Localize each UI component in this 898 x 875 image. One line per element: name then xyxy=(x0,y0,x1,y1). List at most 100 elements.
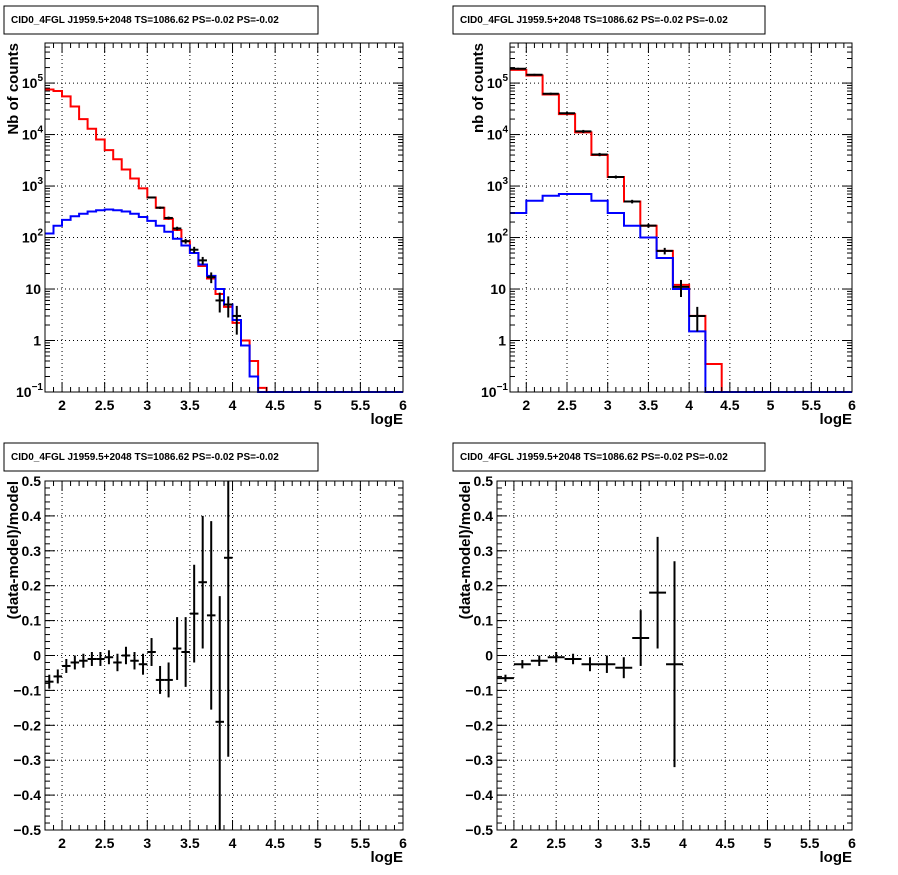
data-point xyxy=(215,596,224,830)
y-tick-label: −0.4 xyxy=(465,787,493,803)
series-model-total xyxy=(510,68,852,393)
x-tick-label: 5.5 xyxy=(802,397,822,413)
chart-title-box xyxy=(3,5,319,35)
x-tick-label: 2 xyxy=(510,835,518,851)
data-points xyxy=(510,67,706,332)
grid xyxy=(45,481,403,830)
x-axis-label: logE xyxy=(820,411,853,428)
x-tick-label: 2.5 xyxy=(546,835,566,851)
y-tick-label: 104 xyxy=(22,125,44,143)
data-point xyxy=(155,665,165,694)
chart-title-box xyxy=(452,442,766,472)
data-point xyxy=(181,238,190,244)
data-point xyxy=(666,561,683,768)
x-tick-label: 5 xyxy=(314,835,322,851)
chart-1: CID0_4FGL J1959.5+2048 TS=1086.62 PS=-0.… xyxy=(3,5,407,428)
x-tick-label: 3.5 xyxy=(180,397,200,413)
data-points xyxy=(147,196,242,335)
y-tick-label: 0.2 xyxy=(22,578,42,594)
data-point xyxy=(147,196,156,199)
y-tick-label: 103 xyxy=(22,176,44,194)
chart-title-box xyxy=(452,5,766,35)
plot-frame xyxy=(509,42,853,393)
x-tick-label: 5.5 xyxy=(800,835,820,851)
data-point xyxy=(62,658,71,673)
data-points xyxy=(497,536,683,768)
chart-title: CID0_4FGL J1959.5+2048 TS=1086.62 PS=-0.… xyxy=(11,15,279,26)
y-axis-label: nb of counts xyxy=(470,43,487,133)
x-tick-label: 5 xyxy=(767,397,775,413)
y-tick-label: 0.3 xyxy=(22,543,42,559)
y-axis-label: Nb of counts xyxy=(5,43,22,135)
data-point xyxy=(87,652,97,666)
y-tick-label: 105 xyxy=(487,73,509,91)
x-tick-label: 2 xyxy=(522,397,530,413)
x-tick-label: 6 xyxy=(399,835,407,851)
chart-title: CID0_4FGL J1959.5+2048 TS=1086.62 PS=-0.… xyxy=(460,15,728,26)
data-point xyxy=(624,199,641,204)
x-tick-label: 6 xyxy=(848,397,856,413)
data-point xyxy=(198,256,207,265)
y-tick-label: 1 xyxy=(498,333,506,349)
grid xyxy=(45,43,403,392)
data-point xyxy=(581,657,599,672)
x-tick-label: 4.5 xyxy=(265,397,285,413)
y-tick-label: 0.3 xyxy=(474,543,494,559)
y-tick-label: −0.2 xyxy=(465,717,493,733)
x-tick-label: 4.5 xyxy=(715,835,735,851)
chart-3: CID0_4FGL J1959.5+2048 TS=1086.62 PS=-0.… xyxy=(3,442,407,866)
data-point xyxy=(79,653,88,668)
x-tick-label: 2.5 xyxy=(95,835,115,851)
chart-2: CID0_4FGL J1959.5+2048 TS=1086.62 PS=-0.… xyxy=(452,5,856,428)
data-point xyxy=(640,223,657,228)
chart-title: CID0_4FGL J1959.5+2048 TS=1086.62 PS=-0.… xyxy=(11,452,279,463)
data-point xyxy=(526,73,543,76)
y-tick-label: 10−1 xyxy=(16,382,43,400)
x-tick-label: 3.5 xyxy=(180,835,200,851)
data-point xyxy=(104,650,114,665)
data-point xyxy=(510,67,527,70)
x-tick-label: 5.5 xyxy=(351,397,371,413)
x-tick-label: 5.5 xyxy=(351,835,371,851)
y-axis-label: (data-model)/model xyxy=(5,481,22,619)
y-tick-label: −0.1 xyxy=(13,682,41,698)
y-axis: −0.5 −0.4 −0.3 −0.2 −0.1 0 0.1 0.2 0.3 0.4 0.5(dat… xyxy=(5,473,403,838)
data-point xyxy=(497,674,514,682)
y-tick-label: 0 xyxy=(33,648,41,664)
x-tick-label: 3.5 xyxy=(639,397,659,413)
x-tick-label: 3.5 xyxy=(631,835,651,851)
data-point xyxy=(232,305,242,335)
x-axis-label: logE xyxy=(820,849,853,866)
x-tick-label: 2.5 xyxy=(557,397,577,413)
y-tick-label: 102 xyxy=(487,228,509,246)
data-point xyxy=(70,655,80,670)
x-tick-label: 4.5 xyxy=(265,835,285,851)
data-point xyxy=(656,247,673,255)
x-tick-label: 3 xyxy=(595,835,603,851)
y-tick-label: 0.1 xyxy=(474,613,494,629)
data-point xyxy=(530,655,548,666)
data-point xyxy=(607,175,624,179)
x-tick-label: 2.5 xyxy=(95,397,115,413)
data-point xyxy=(172,617,182,680)
y-tick-label: 0.4 xyxy=(22,508,42,524)
data-point xyxy=(224,296,233,318)
x-tick-label: 6 xyxy=(399,397,407,413)
data-point xyxy=(164,216,173,220)
data-point xyxy=(121,646,131,665)
y-tick-label: −0.5 xyxy=(465,822,493,838)
y-tick-label: 10 xyxy=(490,281,506,297)
data-point xyxy=(155,206,165,209)
y-tick-label: 10−1 xyxy=(481,382,508,400)
y-axis-label: (data-model)/model xyxy=(457,481,474,619)
data-point xyxy=(672,279,690,297)
x-tick-label: 2 xyxy=(58,397,66,413)
data-point xyxy=(632,610,650,666)
y-tick-label: −0.4 xyxy=(13,787,41,803)
